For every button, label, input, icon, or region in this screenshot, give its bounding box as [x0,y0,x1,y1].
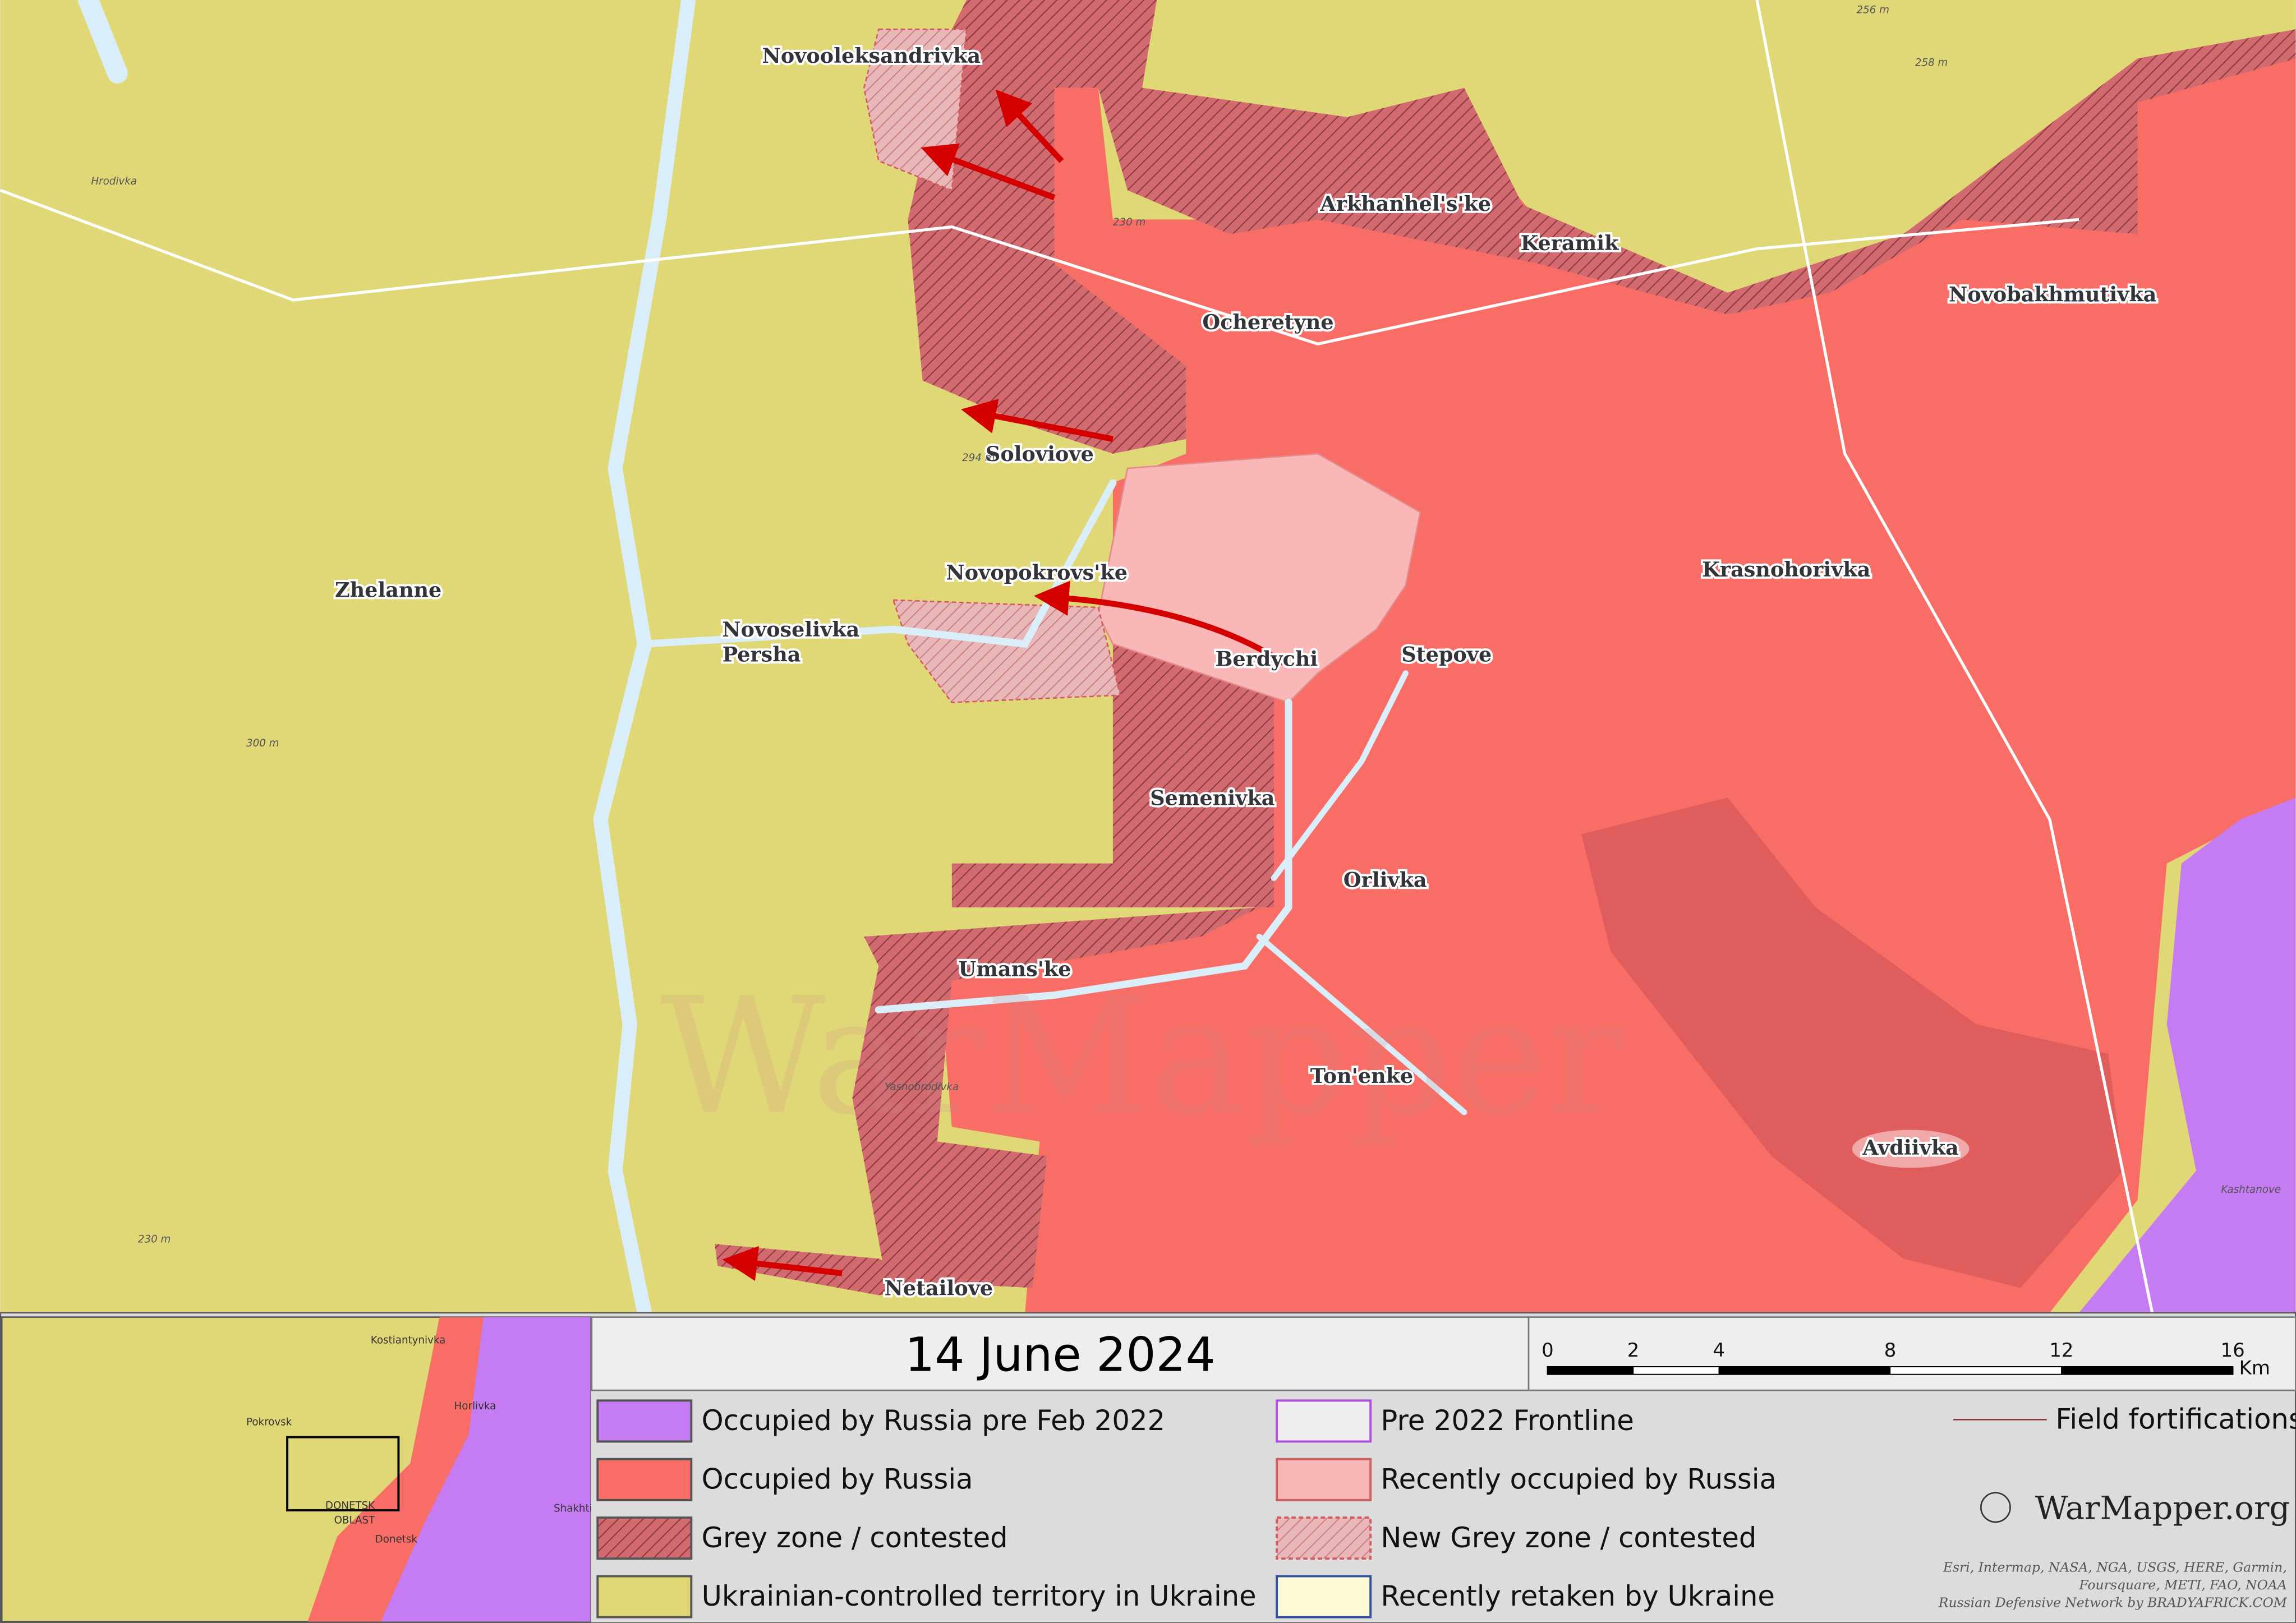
place-label: Krasnohorivka [1702,557,1870,582]
watermark: WarMapper [660,963,1625,1150]
legend-swatch [596,1458,693,1501]
elevation: 300 m [246,737,279,749]
grey-zone [852,907,1259,1288]
scale-label: 8 [1884,1339,1897,1361]
scale-label: 12 [2049,1339,2073,1361]
place-label: Ton'enke [1310,1064,1413,1088]
credit: Esri, Intermap, NASA, NGA, USGS, HERE, G… [1943,1560,2287,1575]
legend-label: New Grey zone / contested [1381,1521,1756,1554]
grey-zone [951,644,1274,907]
inset-label: Donetsk [375,1533,418,1545]
place-label: Semenivka [1150,786,1274,810]
minor-label: Yasnobrodivka [885,1081,959,1093]
inset-label: OBLAST [334,1515,376,1527]
place-label: Novopokrovs'ke [946,560,1128,584]
minor-label: Kashtanove [2221,1184,2281,1196]
place-label: Zhelanne [335,578,441,602]
place-label: Umans'ke [959,957,1071,981]
scale-unit: Km [2239,1357,2270,1378]
legend-swatch [596,1399,693,1443]
occupied-dark [1581,797,2123,1288]
legend-label: Recently retaken by Ukraine [1381,1580,1775,1612]
map: WarMapper Novooleksandrivka Arkhanhel's'… [0,0,2296,1320]
advance-arrows [722,89,1290,1281]
scale-label: 2 [1627,1339,1640,1361]
place-label: Netailove [884,1276,993,1300]
place-labels: Novooleksandrivka Arkhanhel's'ke Keramik… [91,4,2281,1302]
elevation: 258 m [1915,57,1948,68]
inset-label: Shakhti [554,1503,592,1515]
inset-label: DONETSK [325,1500,375,1511]
scale-segment [1718,1366,1891,1375]
legend-label: Recently occupied by Russia [1381,1463,1777,1495]
legend-label: Field fortifications [2055,1403,2296,1435]
elevation: 256 m [1857,4,1889,16]
scale-segment [2061,1366,2233,1375]
place-label: Stepove [1401,643,1492,667]
inset-map: Kostiantynivka Pokrovsk Horlivka DONETSK… [1,1316,592,1622]
legend-swatch [596,1516,693,1560]
legend-label: Grey zone / contested [702,1521,1008,1554]
place-label: Berdychi [1215,647,1318,671]
roads [0,0,2154,1313]
credit: Foursquare, METI, FAO, NOAA [2078,1577,2286,1593]
legend-swatch [1276,1516,1372,1560]
place-label: Novoselivka [722,617,859,642]
scale-box [1527,1316,2296,1391]
place-label: Soloviove [986,442,1094,466]
occupied-area [937,29,2296,1313]
legend-label: Ukrainian-controlled territory in Ukrain… [702,1580,1257,1612]
scale-label: 16 [2221,1339,2245,1361]
occupied-pre-2022 [2079,797,2296,1313]
legend: Occupied by Russia pre Feb 2022 Occupied … [596,1399,1777,1619]
place-label: Novobakhmutivka [1949,283,2156,307]
legend-swatch [1276,1458,1372,1501]
date-box [591,1316,1530,1391]
city-highlight [1852,1129,1970,1168]
scale-segment [1547,1366,1634,1375]
legend-swatch [596,1575,693,1619]
place-label: Arkhanhel's'ke [1319,192,1491,216]
place-label: Keramik [1521,231,1619,255]
minor-label: Hrodivka [91,176,137,187]
elevation: 294 m [962,452,995,464]
date: 14 June 2024 [905,1327,1216,1382]
grey-zone [908,0,2296,454]
place-label: Persha [723,643,801,667]
legend-swatch [1276,1399,1372,1443]
scale-segment [1889,1366,2062,1375]
scale-segment [1632,1366,1719,1375]
elevation: 230 m [138,1234,171,1246]
scale-label: 0 [1542,1339,1554,1361]
elevation: 230 m [1113,216,1145,228]
credit: Russian Defensive Network by BRADYAFRICK… [1938,1594,2288,1610]
compass-icon [1980,1492,2011,1523]
place-label: Avdiivka [1862,1136,1959,1160]
footer: Kostiantynivka Pokrovsk Horlivka DONETSK… [0,1312,2296,1623]
scale-label: 4 [1713,1339,1725,1361]
recently-occupied [1097,453,1421,704]
inset-label: Kostiantynivka [371,1335,446,1347]
place-label: Orlivka [1343,868,1427,892]
legend-label: Pre 2022 Frontline [1381,1404,1634,1437]
legend-label: Occupied by Russia [702,1463,973,1495]
place-label: Ocheretyne [1202,310,1333,334]
place-label: Novooleksandrivka [762,44,981,68]
inset-label: Horlivka [454,1400,496,1412]
legend-label: Occupied by Russia pre Feb 2022 [702,1404,1165,1437]
inset-label: Pokrovsk [246,1417,292,1428]
legend-swatch [1276,1575,1372,1619]
brand: WarMapper.org [2035,1490,2290,1527]
